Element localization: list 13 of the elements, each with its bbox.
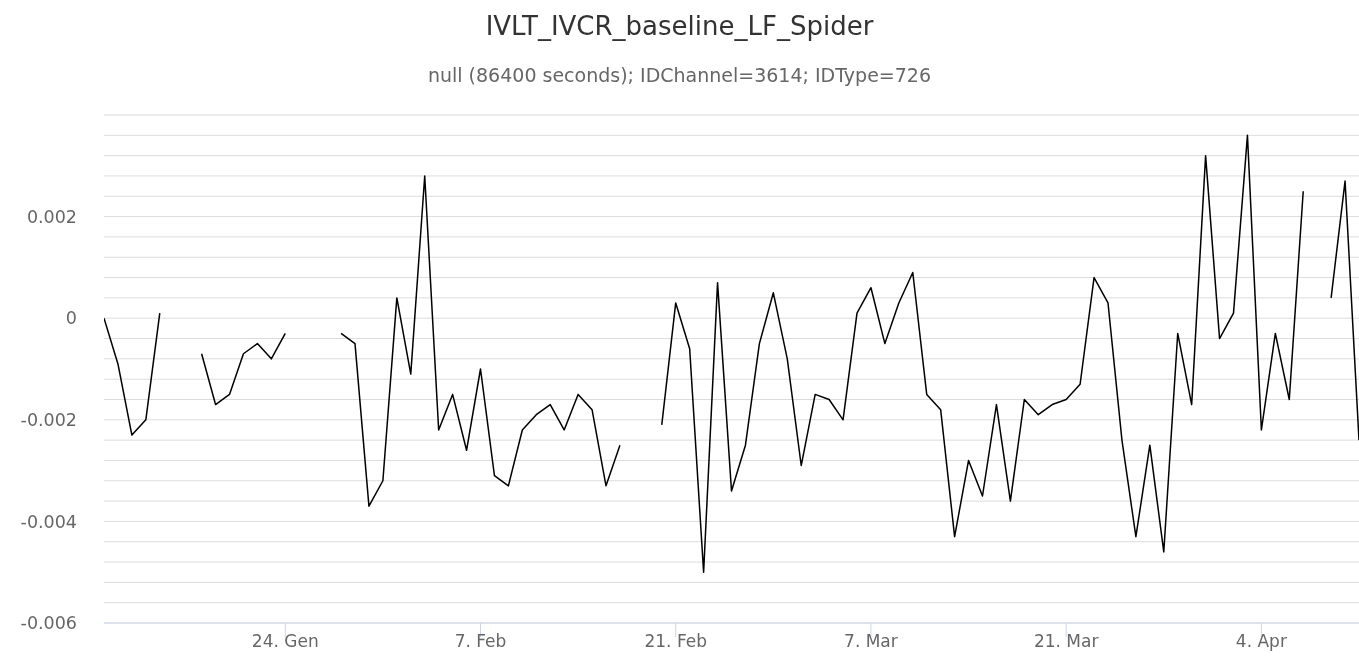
x-tick-label: 7. Feb [454,630,507,651]
y-tick-label: -0.002 [20,409,77,430]
x-tick-label: 24. Gen [251,630,319,651]
y-tick-label: -0.006 [20,613,77,634]
chart-title: IVLT_IVCR_baseline_LF_Spider [484,11,875,41]
y-tick-label: 0.002 [26,206,77,227]
x-tick-label: 7. Mar [844,630,898,651]
x-tick-label: 4. Apr [1235,630,1287,651]
y-tick-label: 0 [65,308,77,329]
y-tick-label: -0.004 [20,511,77,532]
x-tick-label: 21. Feb [644,630,707,651]
x-tick-label: 21. Mar [1033,630,1099,651]
chart-subtitle: null (86400 seconds); IDChannel=3614; IDType=726 [426,64,933,86]
